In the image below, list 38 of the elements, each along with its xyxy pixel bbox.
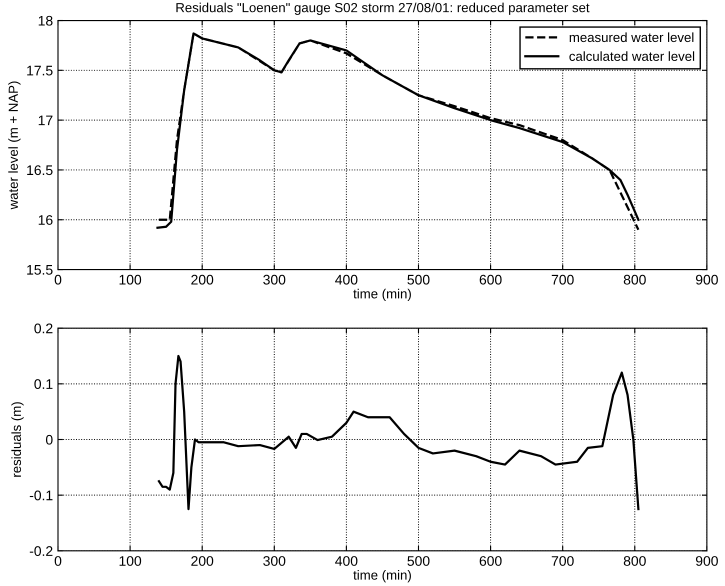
x-tick-label: 600 [480,274,502,285]
x-tick-label: 400 [335,274,358,285]
x-tick-label: 300 [263,556,286,566]
x-tick-label: 100 [120,556,142,566]
y-tick-label: 0.2 [34,323,52,334]
x-tick-label: 500 [407,556,430,566]
y-tick-label: -0.2 [30,546,52,556]
x-tick-label: 0 [54,556,62,566]
x-tick-label: 400 [335,556,358,566]
x-tick-label: 0 [54,274,62,285]
y-tick-label: -0.1 [30,490,52,500]
x-tick-label: 200 [191,274,214,285]
x-tick-label: 900 [696,274,718,285]
y-tick-label: 18 [38,16,53,26]
x-tick-label: 200 [191,556,214,566]
y-tick-label: 0 [46,434,53,445]
y-axis-title: water level (m + NAP) [8,82,21,210]
y-tick-label: 16 [38,215,53,225]
x-axis-title: time (min) [353,288,411,302]
y-tick-label: 16.5 [27,165,53,176]
y-tick-label: 0.1 [34,379,52,389]
y-axis-title: residuals (m) [11,402,24,477]
x-axis-title: time (min) [353,570,411,582]
x-tick-label: 500 [407,274,430,285]
x-tick-label: 700 [552,274,574,285]
x-tick-label: 100 [120,274,142,285]
x-tick-label: 900 [696,556,718,566]
chart-title: Residuals "Loenen" gauge S02 storm 27/08/01: reduced parameter set [176,2,590,15]
x-tick-label: 800 [624,556,646,566]
legend-label: measured water level [570,32,694,42]
x-tick-label: 700 [552,556,574,566]
x-tick-label: 300 [263,274,286,285]
x-tick-label: 800 [624,274,646,285]
y-tick-label: 15.5 [27,265,53,275]
y-tick-label: 17.5 [27,66,53,76]
x-tick-label: 600 [480,556,502,566]
y-tick-label: 17 [38,116,52,126]
legend-label: calculated water level [569,51,694,61]
